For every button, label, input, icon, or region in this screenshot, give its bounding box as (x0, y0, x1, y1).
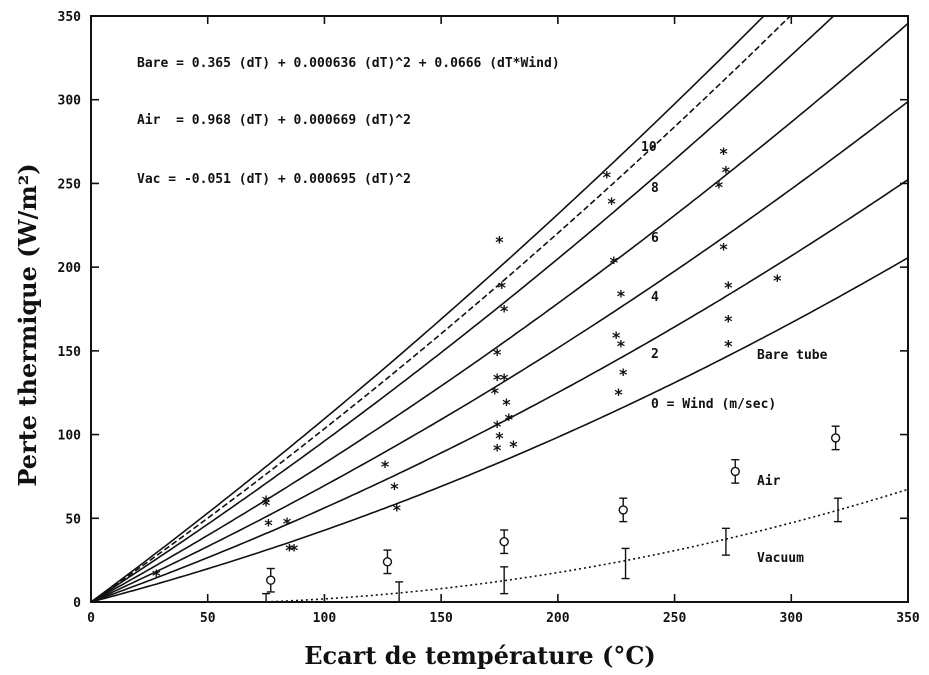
label-air: Air (757, 474, 781, 489)
bare-tube-point: * (721, 162, 731, 181)
bare-tube-point: * (380, 457, 390, 476)
label-wind-0: 0 = Wind (m/sec) (651, 397, 776, 412)
x-tick-label: 350 (896, 611, 920, 626)
label-bare-tube: Bare tube (757, 348, 828, 363)
bare-tube-point: * (609, 253, 619, 272)
bare-tube-point: * (492, 417, 502, 436)
bare-curve-wind-2 (91, 178, 908, 602)
bare-tube-point: * (504, 410, 514, 429)
bare-curve-wind-6 (91, 22, 908, 602)
y-axis-title: Perte thermique (W/m²) (13, 163, 42, 486)
air-point (618, 497, 628, 523)
y-tick-label: 0 (73, 596, 81, 611)
bare-curve-wind-4 (91, 100, 908, 602)
y-tick-label: 300 (58, 94, 82, 109)
x-tick-label: 50 (200, 611, 216, 626)
axis-ticks: 00 50 50 100 100 150 150 200 200 250 250 300 300 350 3… (58, 10, 920, 626)
bare-tube-point: * (152, 566, 162, 585)
vacuum-point (721, 527, 730, 556)
bare-tube-point: * (264, 516, 274, 535)
air-point (382, 549, 393, 575)
bare-tube-point: * (723, 278, 733, 297)
vacuum-point (833, 497, 842, 523)
x-tick-label: 0 (87, 611, 95, 626)
bare-tube-point: * (499, 301, 509, 320)
label-wind-4: 4 (651, 290, 659, 305)
vacuum-curve (91, 488, 908, 602)
vacuum-point (500, 566, 509, 595)
label-wind-2: 2 (651, 347, 659, 362)
bare-tube-point: * (492, 370, 502, 389)
bare-tube-point: * (714, 177, 724, 196)
air-marker (618, 505, 628, 515)
data-points: *************************************** (152, 144, 842, 603)
bare-tube-point: * (492, 345, 502, 364)
x-tick-label: 300 (780, 611, 804, 626)
bare-tube-point: * (614, 385, 624, 404)
bare-tube-point: * (607, 194, 617, 213)
bare-tube-point: * (502, 395, 512, 414)
y-tick-label: 100 (58, 429, 82, 444)
air-point (266, 567, 276, 593)
y-tick-label: 50 (65, 512, 81, 527)
bare-tube-point: * (390, 479, 400, 498)
bare-tube-point: * (495, 233, 505, 252)
bare-curve-wind-8 (91, 16, 835, 602)
air-marker (830, 433, 841, 443)
air-marker (266, 575, 276, 585)
bare-tube-point: * (495, 429, 505, 448)
bare-curve-wind-10 (91, 16, 765, 602)
label-wind-8: 8 (651, 181, 659, 196)
bare-tube-point: * (261, 492, 271, 511)
air-point (499, 529, 509, 555)
y-tick-label: 200 (58, 261, 82, 276)
bare-tube-point: * (289, 541, 299, 560)
bare-tube-point: * (602, 167, 612, 186)
equation-air: Air = 0.968 (dT) + 0.000669 (dT)^2 (137, 113, 411, 128)
x-tick-label: 150 (429, 611, 453, 626)
x-tick-label: 100 (313, 611, 337, 626)
bare-tube-point: * (719, 239, 729, 258)
bare-tube-point: * (392, 501, 402, 520)
x-axis-title: Ecart de température (°C) (304, 641, 656, 670)
vacuum-point (262, 592, 271, 603)
bare-tube-point: * (616, 336, 626, 355)
bare-tube-point: * (616, 286, 626, 305)
y-tick-label: 350 (58, 10, 82, 25)
vacuum-point (621, 547, 630, 580)
air-point (830, 425, 841, 451)
bare-tube-point: * (261, 496, 271, 515)
bare-tube-point: * (497, 278, 507, 297)
y-tick-label: 150 (58, 345, 82, 360)
equation-bare: Bare = 0.365 (dT) + 0.000636 (dT)^2 + 0.… (137, 56, 560, 71)
air-point (730, 458, 740, 484)
label-vacuum: Vacuum (757, 551, 804, 566)
bare-tube-point: * (285, 541, 295, 560)
bare-tube-point: * (723, 311, 733, 330)
x-tick-label: 250 (663, 611, 687, 626)
bare-tube-point: * (611, 328, 621, 347)
bare-tube-point: * (618, 365, 628, 384)
bare-tube-point: * (492, 440, 502, 459)
plot-frame (90, 15, 909, 603)
bare-tube-point: * (719, 144, 729, 163)
air-marker (382, 557, 393, 567)
bare-tube-point: * (772, 271, 782, 290)
bare-tube-point: * (282, 514, 292, 533)
air-curve (91, 16, 792, 602)
fit-curves (91, 16, 908, 602)
air-marker (730, 466, 740, 477)
equation-vac: Vac = -0.051 (dT) + 0.000695 (dT)^2 (137, 172, 411, 187)
x-tick-label: 200 (546, 611, 570, 626)
label-wind-6: 6 (651, 231, 659, 246)
bare-tube-point: * (723, 336, 733, 355)
label-wind-10: 10 (641, 140, 657, 155)
y-tick-label: 250 (58, 177, 82, 192)
bare-tube-point: * (509, 437, 519, 456)
bare-tube-point: * (490, 383, 500, 402)
bare-tube-point: * (499, 370, 509, 389)
air-marker (499, 537, 509, 547)
bare-curve-wind-0 (91, 257, 908, 602)
